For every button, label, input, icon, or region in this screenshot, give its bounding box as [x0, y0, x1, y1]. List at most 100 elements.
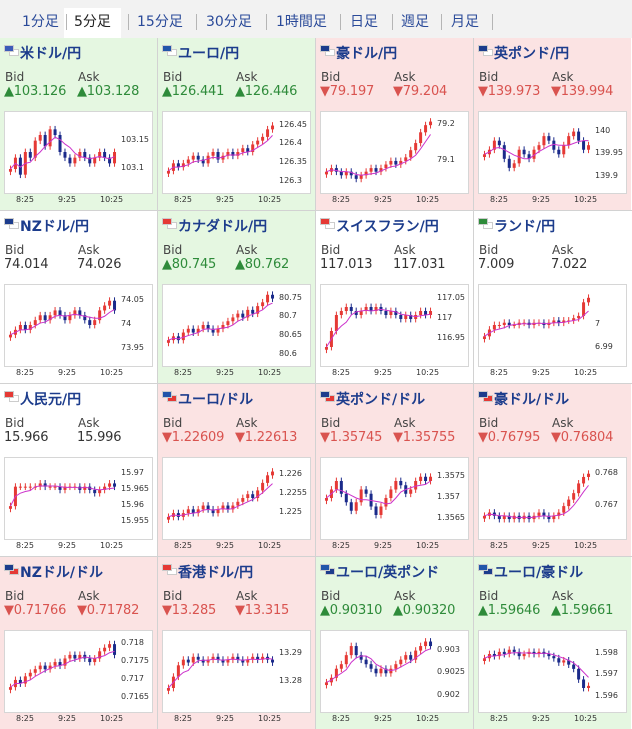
pair-name-link[interactable]: ユーロ/ドル: [178, 392, 254, 408]
candle: [354, 307, 358, 319]
pair-name-link[interactable]: 英ポンド/円: [494, 46, 570, 62]
pair-name-link[interactable]: ユーロ/英ポンド: [336, 565, 440, 581]
moving-average-line: [484, 652, 589, 678]
y-axis-tick-label: 15.965: [121, 483, 149, 493]
pair-card: 人民元/円 Bid Ask 15.966 15.996 15.97 15.965 15.96 1…: [0, 384, 157, 556]
tab-日足[interactable]: 日足: [350, 14, 378, 30]
candlestick-chart[interactable]: 126.45 126.4 126.35 126.3: [162, 111, 311, 194]
candlestick-chart[interactable]: 1.226 1.2255 1.225: [162, 457, 311, 540]
ask-label: Ask: [552, 70, 574, 84]
candlestick-chart[interactable]: 0.903 0.9025 0.902: [320, 630, 469, 713]
pair-name-link[interactable]: 人民元/円: [20, 392, 82, 408]
pair-name-link[interactable]: 豪ドル/円: [336, 46, 398, 62]
candle: [166, 513, 170, 524]
y-axis-tick-label: 80.7: [279, 311, 297, 321]
y-axis-tick-label: 0.718: [121, 638, 144, 648]
candlestick-chart[interactable]: 80.75 80.7 80.65 80.6: [162, 284, 311, 367]
y-axis-tick-label: 0.7175: [121, 656, 149, 666]
candle: [83, 311, 87, 324]
candle: [567, 496, 571, 510]
currency-flag-icon: [4, 45, 19, 57]
pair-name-link[interactable]: NZドル/円: [20, 219, 89, 235]
bid-label: Bid: [479, 243, 499, 257]
currency-flag-icon: [162, 45, 177, 57]
row-divider: [0, 383, 632, 384]
candle: [527, 150, 531, 163]
candlestick-chart[interactable]: 74.05 74 73.95: [4, 284, 153, 367]
candlestick-chart[interactable]: 0.718 0.7175 0.717 0.7165: [4, 630, 153, 713]
y-axis-tick-label: 80.65: [279, 330, 302, 340]
pair-card: 英ポンド/ドル Bid Ask ▼1.35745 ▼1.35755 1.3575 1.357…: [316, 384, 473, 556]
x-axis-tick-label: 10:25: [258, 368, 282, 377]
x-axis-tick-label: 9:25: [58, 195, 76, 204]
candlestick-chart[interactable]: 7 6.99: [478, 284, 627, 367]
candle: [68, 651, 72, 662]
candlestick-chart[interactable]: 103.15 103.1: [4, 111, 153, 194]
chart-plot: [166, 468, 275, 524]
candlestick-chart[interactable]: 1.598 1.597 1.596: [478, 630, 627, 713]
tab-1時間足[interactable]: 1時間足: [276, 14, 327, 30]
candle: [38, 131, 42, 145]
candlestick-chart[interactable]: 13.29 13.28: [162, 630, 311, 713]
candle: [359, 171, 363, 183]
pair-name-link[interactable]: 英ポンド/ドル: [336, 392, 426, 408]
candlestick-chart[interactable]: 79.2 79.1: [320, 111, 469, 194]
base-flag-icon: [162, 45, 172, 52]
candle: [507, 155, 511, 172]
y-axis-tick-label: 1.596: [595, 690, 618, 700]
pair-name-link[interactable]: カナダドル/円: [178, 219, 268, 235]
candle: [359, 651, 363, 664]
y-axis-tick-label: 1.225: [279, 507, 302, 517]
pair-name-link[interactable]: 豪ドル/ドル: [494, 392, 570, 408]
candlestick-chart[interactable]: 140 139.95 139.9: [478, 111, 627, 194]
candle: [98, 647, 102, 662]
ask-value: ▼1.35755: [393, 430, 456, 445]
base-flag-icon: [162, 391, 172, 398]
tab-1分足[interactable]: 1分足: [22, 14, 59, 30]
candle: [369, 303, 373, 315]
ask-value: ▲80.762: [235, 257, 290, 272]
pair-name-link[interactable]: ユーロ/円: [178, 46, 240, 62]
bid-label: Bid: [5, 416, 25, 430]
pair-name-link[interactable]: 香港ドル/円: [178, 565, 254, 581]
candle: [517, 648, 521, 660]
tab-15分足[interactable]: 15分足: [137, 14, 183, 30]
pair-name-link[interactable]: 米ドル/円: [20, 46, 82, 62]
pair-name-link[interactable]: ランド/円: [494, 219, 556, 235]
x-axis-tick-label: 8:25: [490, 541, 508, 550]
ask-value: 74.026: [77, 257, 122, 272]
pair-name-link[interactable]: NZドル/ドル: [20, 565, 103, 581]
x-axis-tick-label: 8:25: [16, 195, 34, 204]
candle: [359, 486, 363, 506]
candle: [582, 473, 586, 487]
candle: [399, 311, 403, 323]
tab-5分足[interactable]: 5分足: [64, 8, 121, 38]
candlestick-chart[interactable]: 15.97 15.965 15.96 15.955: [4, 457, 153, 540]
x-axis-tick-label: 8:25: [174, 195, 192, 204]
candle: [354, 171, 358, 183]
candle: [497, 137, 501, 149]
y-axis-tick-label: 139.95: [595, 148, 623, 158]
candle: [552, 317, 556, 327]
candle: [344, 303, 348, 315]
candle: [261, 479, 265, 494]
chart-plot: [324, 638, 433, 689]
ask-label: Ask: [78, 416, 100, 430]
chart-plot: [482, 294, 591, 343]
tab-30分足[interactable]: 30分足: [206, 14, 252, 30]
base-flag-icon: [320, 564, 330, 571]
y-axis-tick-label: 15.96: [121, 500, 144, 510]
candle: [93, 154, 97, 167]
tab-divider: [266, 14, 267, 30]
candle: [344, 168, 348, 179]
tab-週足[interactable]: 週足: [401, 14, 429, 30]
candlestick-chart[interactable]: 0.768 0.767: [478, 457, 627, 540]
pair-name-link[interactable]: スイスフラン/円: [336, 219, 439, 235]
tab-月足[interactable]: 月足: [451, 14, 479, 30]
candlestick-chart[interactable]: 1.3575 1.357 1.3565: [320, 457, 469, 540]
candle: [364, 303, 368, 315]
candlestick-chart[interactable]: 117.05 117 116.95: [320, 284, 469, 367]
chart-plot: [166, 122, 275, 178]
pair-name-link[interactable]: ユーロ/豪ドル: [494, 565, 584, 581]
candle: [108, 297, 112, 309]
